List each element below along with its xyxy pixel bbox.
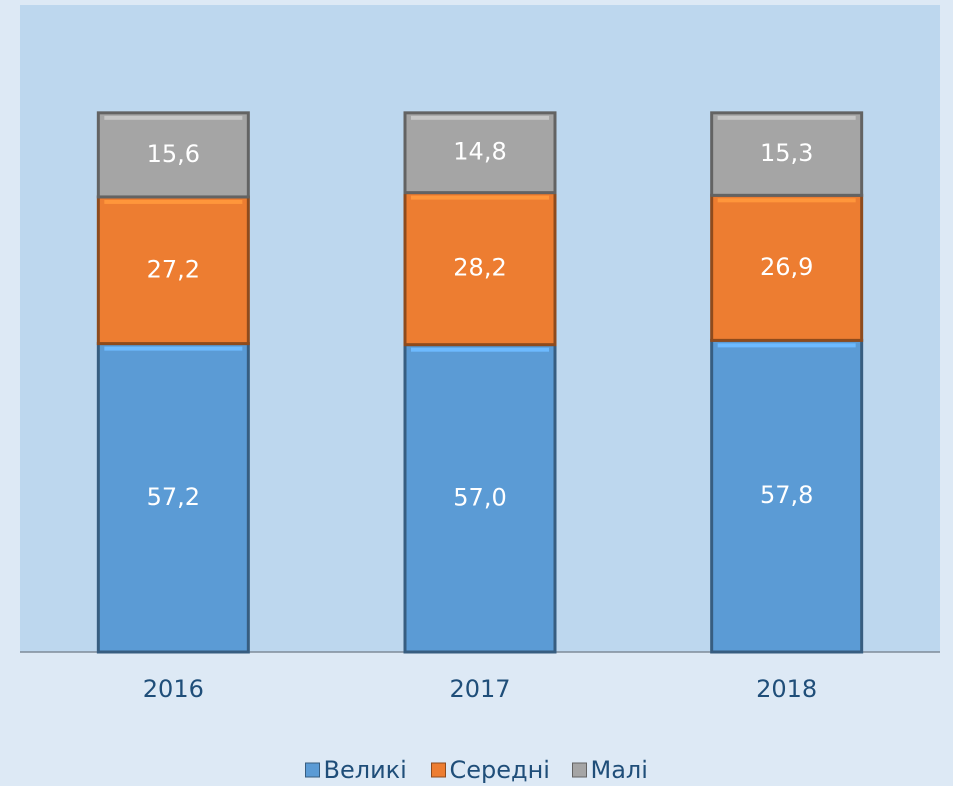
bar-bevel [411,115,549,120]
bar-bevel [411,195,549,200]
legend-label: Малі [591,756,648,784]
bar-bevel [717,115,856,120]
bar-segment [710,111,864,197]
legend-label: Великі [324,756,407,784]
data-label: 26,9 [760,253,813,281]
x-tick-label: 2017 [449,675,510,703]
data-label: 14,8 [453,138,506,166]
legend-swatch [431,762,446,778]
x-tick-label: 2018 [756,675,817,703]
x-tick-label: 2016 [143,675,204,703]
bar-bevel [104,346,243,351]
bar-segment [403,111,557,195]
bar-bevel [717,343,856,348]
bar-bevel [104,115,243,120]
legend-swatch [572,762,587,778]
data-label: 15,3 [760,139,813,167]
legend-swatch [305,762,320,778]
data-label: 57,8 [760,481,813,509]
data-label: 28,2 [453,254,506,282]
bar-segment [710,193,864,342]
bar-segment [403,191,557,347]
data-label: 57,2 [147,483,200,511]
legend-label: Середні [450,756,550,784]
data-label: 27,2 [147,255,200,283]
bar-segment [403,343,557,654]
bar-bevel [411,347,549,352]
data-label: 15,6 [147,140,200,168]
bar-segment [96,195,250,346]
bar-segment [96,111,250,199]
data-label: 57,0 [453,483,506,511]
bar-bevel [717,198,856,203]
bar-segment [96,342,250,654]
bar-bevel [104,199,243,204]
bar-segment [710,338,864,654]
